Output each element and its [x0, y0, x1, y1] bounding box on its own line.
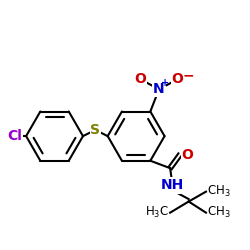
Text: CH$_3$: CH$_3$	[207, 205, 231, 220]
Text: N: N	[153, 82, 165, 96]
Text: O: O	[172, 72, 183, 86]
Text: −: −	[183, 69, 194, 83]
Text: S: S	[90, 123, 100, 137]
Text: H$_3$C: H$_3$C	[145, 205, 169, 220]
Text: CH$_3$: CH$_3$	[207, 184, 231, 199]
Text: O: O	[181, 148, 193, 162]
Text: +: +	[161, 78, 169, 88]
Text: O: O	[134, 72, 146, 86]
Text: NH: NH	[161, 178, 184, 192]
Text: Cl: Cl	[8, 129, 22, 143]
